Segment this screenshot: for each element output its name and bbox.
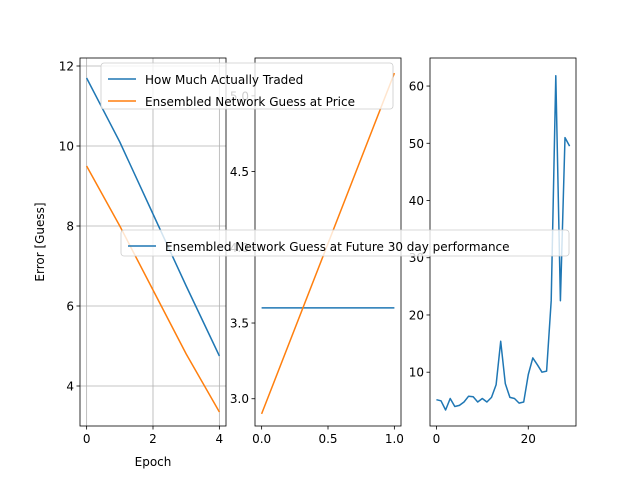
y-tick-label: 3.0 xyxy=(230,392,249,406)
y-tick-label: 10 xyxy=(409,366,424,380)
x-tick-label: 20 xyxy=(521,432,536,446)
legend-box xyxy=(120,229,570,257)
y-tick-label: 4 xyxy=(66,380,74,394)
x-tick-label: 4 xyxy=(216,432,224,446)
legend-label: Ensembled Network Guess at Future 30 day… xyxy=(165,240,510,254)
legend-label: How Much Actually Traded xyxy=(145,73,303,87)
series-line-2 xyxy=(85,165,221,413)
x-tick-label: 1.0 xyxy=(385,432,404,446)
y-tick-label: 40 xyxy=(409,194,424,208)
y-tick-label: 6 xyxy=(66,300,74,314)
x-tick-label: 2 xyxy=(149,432,157,446)
series-line-1 xyxy=(85,77,221,357)
y-tick-label: 10 xyxy=(59,140,74,154)
y-axis-label: Error [Guess] xyxy=(33,202,47,281)
subplot-1: 0 2 4 4 6 8 10 12 Epoch Error [Guess] xyxy=(33,57,227,469)
legend-label: Ensembled Network Guess at Price xyxy=(145,95,355,109)
legend-1: How Much Actually Traded Ensembled Networ… xyxy=(100,62,394,110)
y-tick-label: 3.5 xyxy=(230,317,249,331)
x-axis-label: Epoch xyxy=(135,455,172,469)
x-tick-label: 0 xyxy=(83,432,91,446)
y-tick-label: 12 xyxy=(59,60,74,74)
y-tick-label: 60 xyxy=(409,80,424,94)
x-tick-label: 0.0 xyxy=(252,432,271,446)
y-tick-label: 20 xyxy=(409,308,424,322)
legend-3: Ensembled Network Guess at Future 30 day… xyxy=(120,229,570,257)
y-tick-label: 8 xyxy=(66,220,74,234)
x-tick-label: 0 xyxy=(433,432,441,446)
y-tick-label: 50 xyxy=(409,137,424,151)
x-tick-label: 0.5 xyxy=(318,432,337,446)
legend-box xyxy=(100,62,394,110)
y-tick-label: 4.5 xyxy=(230,165,249,179)
series-line-1 xyxy=(436,74,571,411)
